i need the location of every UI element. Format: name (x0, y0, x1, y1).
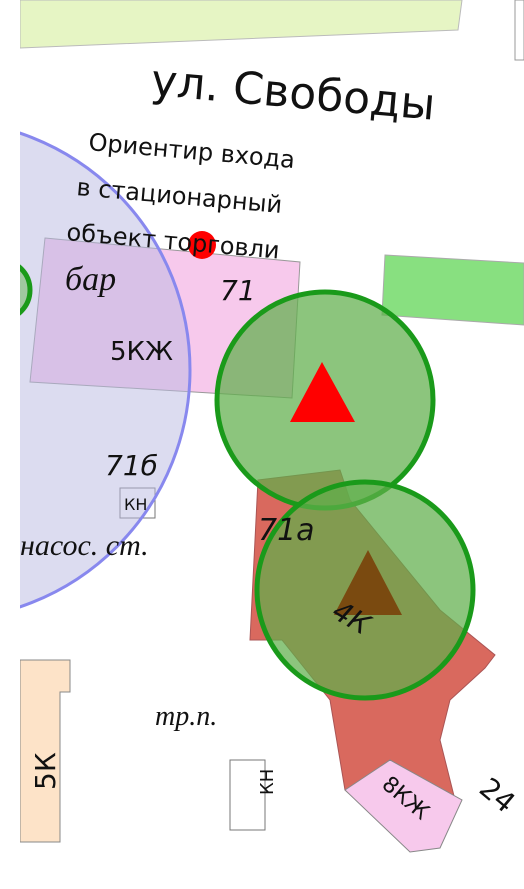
kn-box (229, 759, 266, 831)
label: тр.п. (155, 701, 217, 732)
label: КН (124, 495, 147, 514)
building-5k (20, 659, 71, 843)
zone-circle-small (20, 264, 33, 316)
label: 71а (258, 513, 315, 548)
green-area (20, 0, 463, 49)
zone-circle (20, 131, 192, 609)
label: КН (257, 769, 278, 795)
label: 71 (220, 274, 256, 307)
building-edge (514, 0, 524, 61)
entrance-dot (188, 231, 216, 259)
label: насос. ст. (20, 529, 149, 562)
label: 71б (105, 449, 158, 482)
red-triangle (290, 362, 355, 422)
building-8kzh (344, 759, 463, 853)
label: 5КЖ (110, 337, 173, 367)
green-building (381, 254, 524, 326)
label: 5К (29, 752, 62, 790)
brown-triangle (334, 550, 402, 615)
label: бар (65, 261, 116, 298)
